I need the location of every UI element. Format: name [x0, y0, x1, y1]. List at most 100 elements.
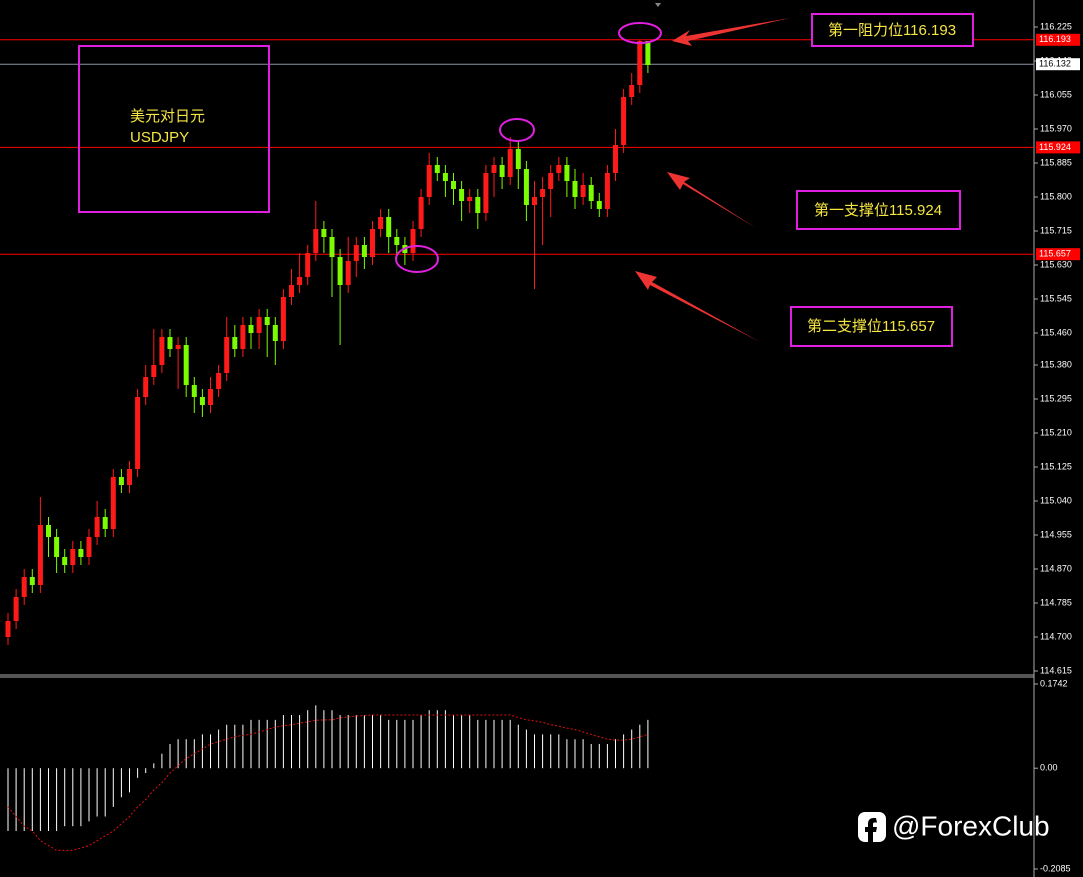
highlight-ellipse [618, 22, 662, 44]
candle-body [232, 337, 238, 349]
candle-body [345, 261, 351, 285]
annotation: 第二支撑位115.657 [807, 317, 935, 335]
y-tick-label: 115.715 [1040, 225, 1072, 235]
symbol-code: USDJPY [130, 129, 189, 146]
last-price-tag [1036, 58, 1080, 71]
candle-body [370, 229, 375, 257]
candle-body [208, 389, 213, 405]
candle-body [5, 621, 11, 637]
candle-body [37, 525, 43, 585]
candle-body [305, 253, 311, 277]
annotation-box [811, 13, 974, 47]
y-tick-label: 115.125 [1040, 461, 1072, 471]
y-tick-label: 115.630 [1040, 259, 1072, 269]
candle-body [467, 197, 473, 201]
watermark: @ForexClub [892, 810, 1050, 841]
candle-body [604, 173, 610, 209]
candle-body [637, 41, 643, 85]
candle-body [459, 189, 465, 201]
y-tick-label: 115.380 [1040, 359, 1072, 369]
candle-body [13, 597, 19, 621]
candle-body [548, 173, 554, 189]
candle-body [159, 337, 165, 365]
candle-body [588, 185, 594, 201]
candle-body [297, 277, 303, 285]
candle-body [353, 245, 359, 261]
candle-body [483, 173, 489, 213]
candle-body [280, 297, 286, 341]
highlight-ellipse [499, 118, 535, 142]
candle-body [572, 181, 578, 197]
y-tick-label: 115.210 [1040, 427, 1072, 437]
candle-body [629, 85, 635, 97]
candle-body [248, 325, 254, 333]
y-tick-label: 114.785 [1040, 597, 1072, 607]
candle-body [118, 477, 124, 485]
candle-body [110, 477, 116, 529]
candle-body [645, 41, 651, 65]
candle-body [361, 245, 367, 257]
candle-body [54, 537, 60, 557]
y-tick-label: 116.055 [1040, 89, 1072, 99]
y-tick-label: 114.870 [1040, 563, 1072, 573]
candle-body [621, 97, 627, 145]
candle-body [580, 185, 586, 197]
annotation-box [790, 306, 953, 347]
annotation: 第一阻力位116.193 [828, 21, 956, 39]
candle-body [191, 385, 197, 397]
level-tag [1036, 141, 1080, 154]
candle-body [329, 237, 335, 257]
highlight-ellipse [395, 245, 439, 273]
candle-body [507, 149, 513, 177]
candle-body [102, 517, 108, 529]
signal-line [7, 714, 649, 851]
candle-body [199, 397, 205, 405]
candle-body [29, 577, 35, 585]
candle-body [240, 325, 246, 349]
candle-body [426, 165, 432, 197]
y-tick-label: 114.700 [1040, 631, 1072, 641]
candle-body [523, 169, 529, 205]
candle-body [394, 237, 400, 245]
candle-body [321, 229, 327, 237]
candle-body [564, 165, 570, 181]
symbol-name: 美元对日元 [130, 108, 205, 125]
y-tick-label: 115.295 [1040, 393, 1072, 403]
candle-body [556, 165, 562, 173]
arrow [667, 172, 756, 228]
candle-body [532, 197, 537, 205]
level-tag [1036, 33, 1080, 46]
watermark-icon-glyph [865, 818, 877, 842]
candle-body [70, 549, 76, 565]
candle-body [46, 525, 51, 537]
shift-marker [655, 3, 661, 7]
y-tick-label: 114.615 [1040, 665, 1072, 675]
y-tick-label: 115.460 [1040, 327, 1072, 337]
y-tick-label: 116.225 [1040, 21, 1072, 31]
level-tag [1036, 248, 1080, 261]
candle-body [540, 189, 546, 197]
candle-body [337, 257, 343, 285]
candle-body [418, 197, 424, 229]
candle-body [451, 181, 456, 189]
candle-body [386, 217, 392, 237]
y-tick-label: 0.1742 [1040, 678, 1068, 688]
y-tick-label: -0.2085 [1040, 863, 1071, 873]
y-tick-label: 115.545 [1040, 293, 1072, 303]
candle-body [183, 345, 189, 385]
candle-body [127, 469, 132, 485]
candle-body [143, 377, 149, 397]
annotation-box [796, 190, 961, 230]
candle-body [151, 365, 157, 377]
candle-body [515, 149, 521, 169]
candle-body [499, 165, 505, 177]
candle-body [272, 325, 278, 341]
candle-body [491, 165, 497, 173]
candle-body [613, 145, 618, 173]
y-tick-label: 0.00 [1040, 763, 1058, 773]
y-tick-label: 115.800 [1040, 191, 1072, 201]
candle-body [596, 201, 602, 209]
candle-body [434, 165, 440, 173]
